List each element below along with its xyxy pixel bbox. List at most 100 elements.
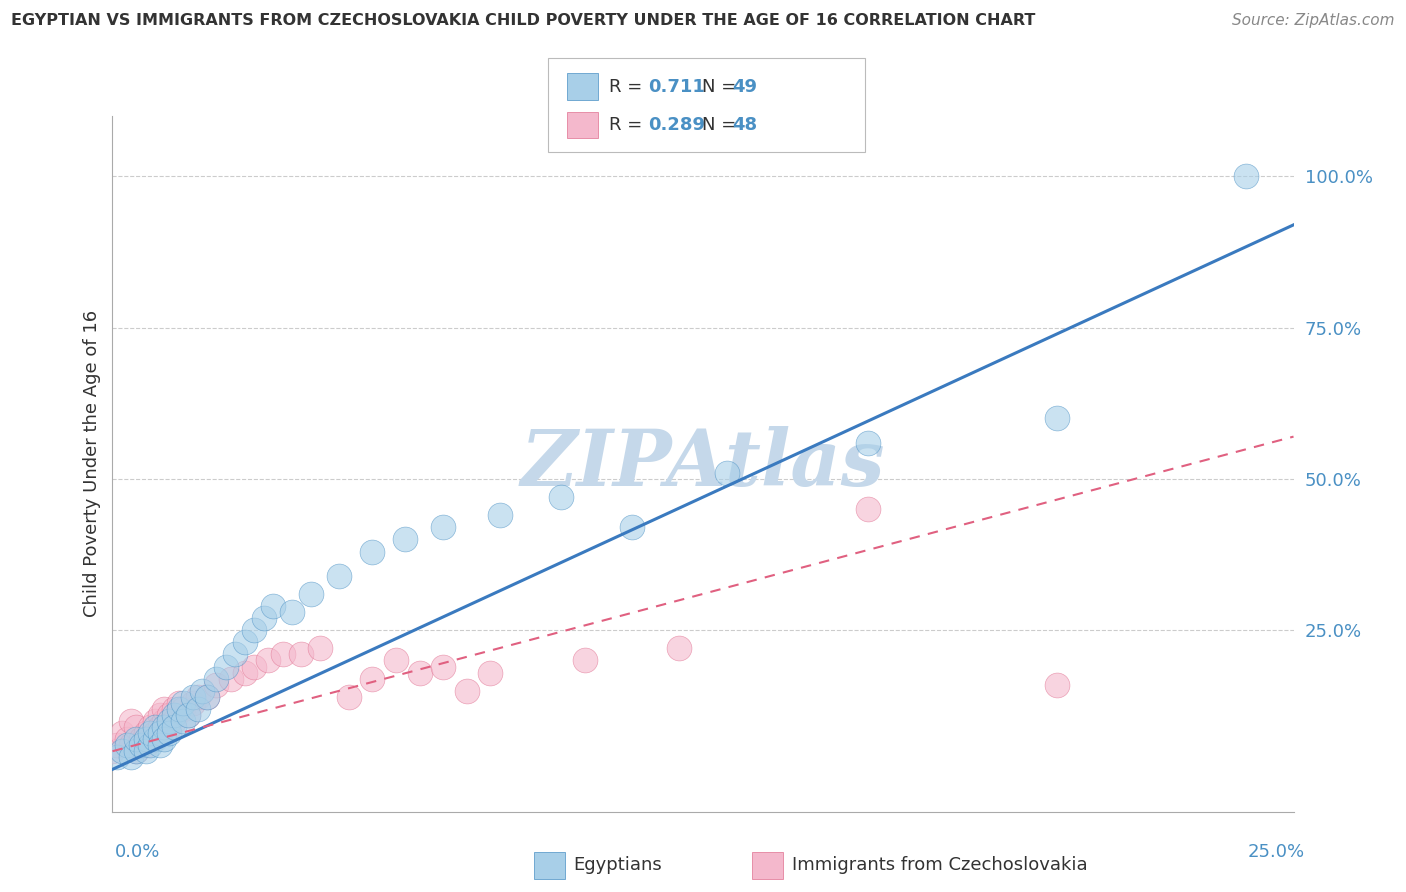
Point — [149, 738, 172, 752]
Point — [432, 520, 454, 534]
Point — [233, 635, 256, 649]
Point — [149, 720, 172, 734]
Point — [143, 726, 166, 740]
Point — [186, 690, 208, 704]
Point — [143, 732, 166, 747]
Point — [149, 726, 172, 740]
Point — [135, 738, 157, 752]
Point — [163, 702, 186, 716]
Point — [177, 707, 200, 722]
Point — [143, 714, 166, 728]
Point — [135, 744, 157, 758]
Point — [271, 648, 294, 662]
Point — [157, 720, 180, 734]
Point — [181, 696, 204, 710]
Point — [219, 672, 242, 686]
Point — [233, 665, 256, 680]
Point — [1046, 411, 1069, 425]
Point — [309, 641, 332, 656]
Point — [858, 502, 880, 516]
Point — [432, 659, 454, 673]
Text: 0.289: 0.289 — [648, 116, 706, 134]
Point — [105, 738, 128, 752]
Point — [257, 653, 280, 667]
Point — [195, 690, 218, 704]
Point — [172, 696, 194, 710]
Point — [120, 714, 142, 728]
Point — [181, 690, 204, 704]
Text: R =: R = — [609, 78, 648, 95]
Text: EGYPTIAN VS IMMIGRANTS FROM CZECHOSLOVAKIA CHILD POVERTY UNDER THE AGE OF 16 COR: EGYPTIAN VS IMMIGRANTS FROM CZECHOSLOVAK… — [11, 13, 1036, 29]
Point — [361, 672, 384, 686]
Text: 48: 48 — [733, 116, 758, 134]
Point — [157, 714, 180, 728]
Point — [215, 659, 238, 673]
Point — [115, 738, 138, 752]
Point — [163, 714, 186, 728]
Point — [153, 732, 176, 747]
Point — [243, 659, 266, 673]
Point — [163, 707, 186, 722]
Point — [550, 490, 572, 504]
Point — [125, 720, 148, 734]
Text: N =: N = — [702, 116, 741, 134]
Point — [385, 653, 408, 667]
Point — [139, 720, 162, 734]
Point — [153, 714, 176, 728]
Point — [205, 672, 228, 686]
Point — [243, 624, 266, 638]
Point — [120, 738, 142, 752]
Point — [479, 665, 502, 680]
Point — [149, 707, 172, 722]
Point — [139, 726, 162, 740]
Text: Source: ZipAtlas.com: Source: ZipAtlas.com — [1232, 13, 1395, 29]
Y-axis label: Child Poverty Under the Age of 16: Child Poverty Under the Age of 16 — [83, 310, 101, 617]
Text: 0.711: 0.711 — [648, 78, 704, 95]
Point — [135, 732, 157, 747]
Point — [177, 707, 200, 722]
Point — [120, 750, 142, 764]
Point — [101, 744, 124, 758]
Point — [153, 702, 176, 716]
Point — [172, 714, 194, 728]
Text: 0.0%: 0.0% — [115, 843, 160, 861]
Text: Egyptians: Egyptians — [574, 856, 662, 874]
Point — [105, 750, 128, 764]
Point — [337, 690, 360, 704]
Point — [361, 544, 384, 558]
Point — [167, 702, 190, 716]
Point — [1234, 169, 1257, 184]
Point — [139, 738, 162, 752]
Point — [328, 568, 350, 582]
Point — [157, 707, 180, 722]
Point — [195, 690, 218, 704]
Point — [135, 726, 157, 740]
Point — [858, 435, 880, 450]
Point — [129, 738, 152, 752]
Point — [1046, 678, 1069, 692]
Text: 49: 49 — [733, 78, 758, 95]
Point — [299, 587, 322, 601]
Point — [191, 683, 214, 698]
Point — [139, 732, 162, 747]
Text: R =: R = — [609, 116, 648, 134]
Point — [394, 533, 416, 547]
Point — [574, 653, 596, 667]
Point — [167, 696, 190, 710]
Point — [115, 732, 138, 747]
Point — [143, 720, 166, 734]
Text: Immigrants from Czechoslovakia: Immigrants from Czechoslovakia — [792, 856, 1087, 874]
Point — [716, 466, 738, 480]
Point — [157, 726, 180, 740]
Point — [408, 665, 430, 680]
Point — [172, 702, 194, 716]
Point — [153, 720, 176, 734]
Point — [668, 641, 690, 656]
Point — [125, 732, 148, 747]
Point — [186, 702, 208, 716]
Point — [163, 720, 186, 734]
Point — [290, 648, 312, 662]
Point — [489, 508, 512, 523]
Point — [125, 744, 148, 758]
Point — [129, 732, 152, 747]
